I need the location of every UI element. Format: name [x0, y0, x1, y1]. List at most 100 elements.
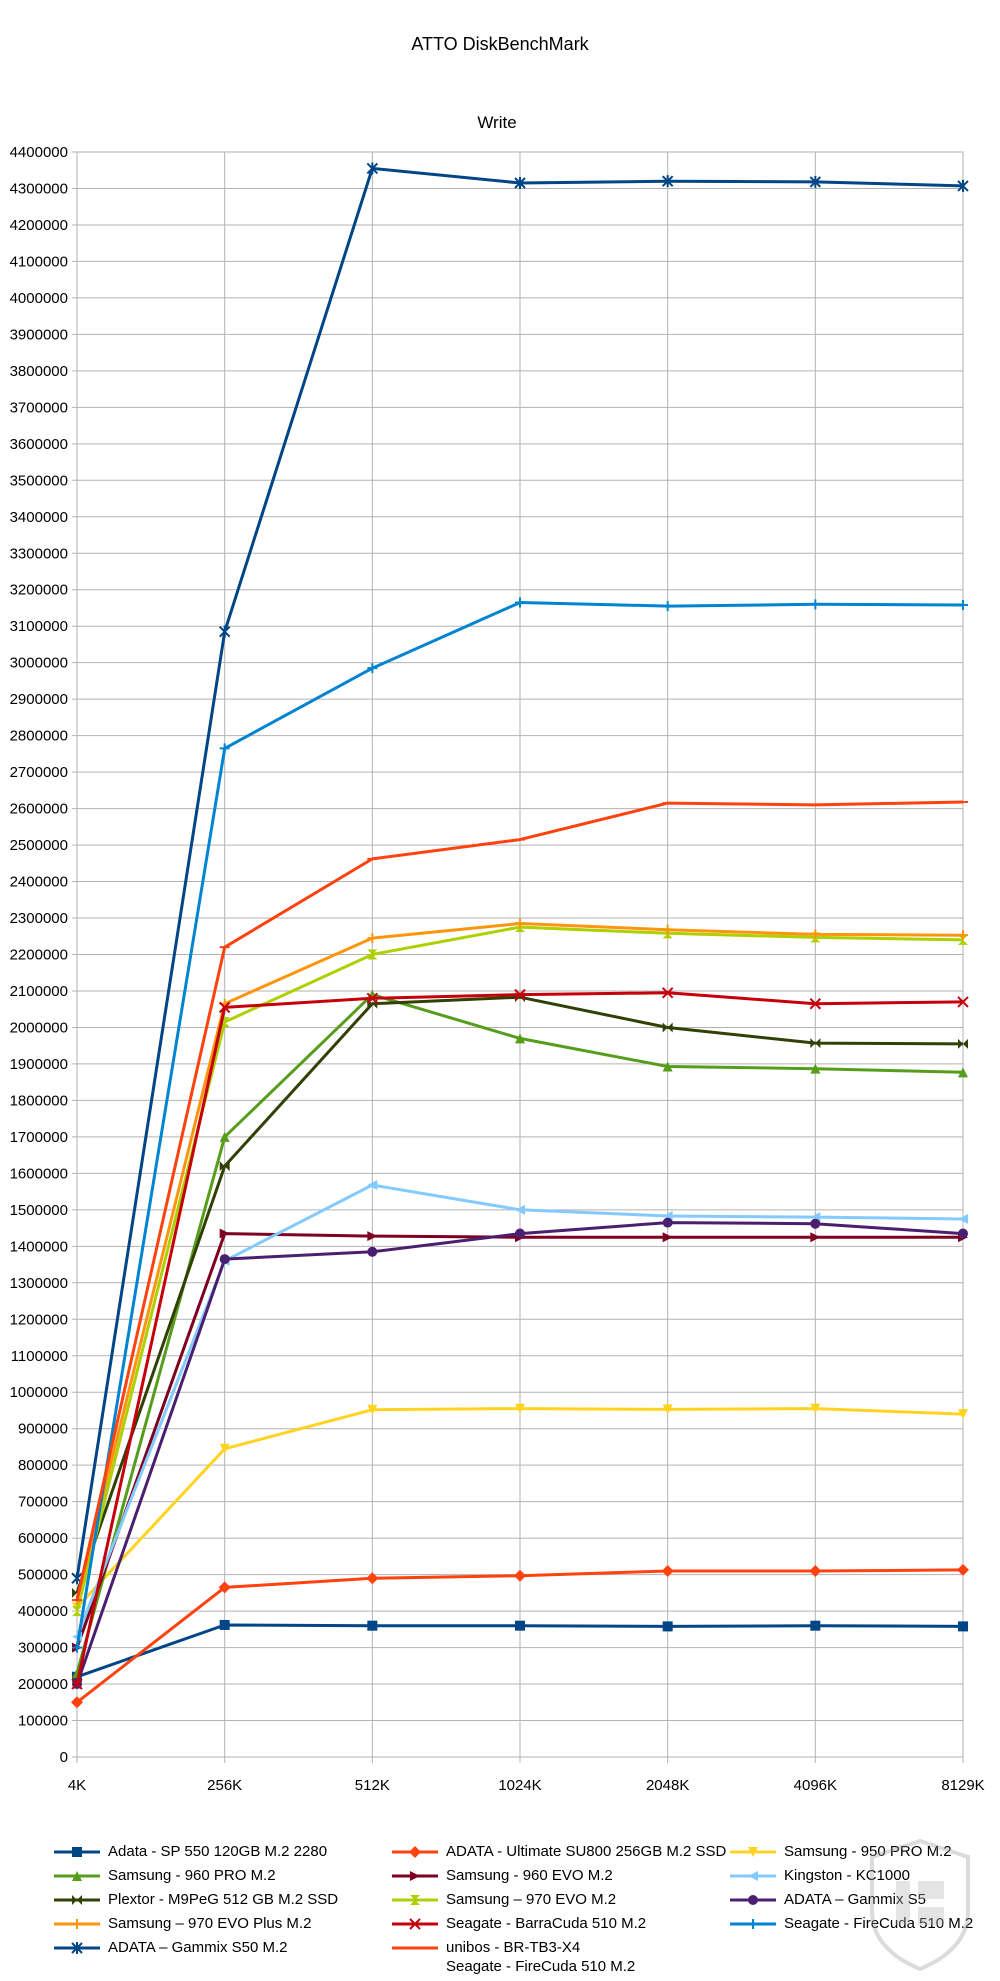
watermark-logo — [870, 1838, 970, 1972]
data-point — [367, 663, 378, 674]
y-tick-label: 4400000 — [10, 144, 68, 161]
data-point — [219, 1161, 230, 1172]
series-lines — [71, 162, 969, 1709]
legend-swatch — [392, 1918, 438, 1930]
data-point — [810, 1063, 821, 1074]
legend-swatch — [54, 1942, 100, 1954]
y-tick-label: 2900000 — [10, 691, 68, 708]
y-tick-label: 800000 — [18, 1457, 68, 1474]
legend-swatch — [730, 1919, 776, 1929]
series-14 — [72, 800, 968, 1602]
y-axis-ticks: 0 100000 200000 300000 400000 500000 600000 700… — [10, 144, 68, 1766]
legend-swatch — [730, 1895, 776, 1905]
legend-label: Samsung – 970 EVO M.2 — [446, 1891, 617, 1908]
legend-label: Samsung - 960 EVO M.2 — [446, 1867, 613, 1884]
data-point — [958, 1038, 968, 1049]
y-tick-label: 3400000 — [10, 509, 68, 526]
data-point — [958, 1213, 968, 1224]
data-point — [72, 1606, 82, 1617]
data-point — [71, 1696, 83, 1709]
chart-subtitle: Write — [477, 113, 516, 132]
y-tick-label: 3800000 — [10, 363, 68, 380]
data-point — [219, 1228, 230, 1239]
legend-item: Seagate - BarraCuda 510 M.2 — [390, 1913, 646, 1935]
data-point — [515, 1204, 525, 1215]
data-point — [367, 1620, 378, 1631]
data-point — [958, 1067, 968, 1078]
legend-label: Adata - SP 550 120GB M.2 2280 — [108, 1843, 328, 1860]
legend-item: Samsung - 960 PRO M.2 — [52, 1865, 276, 1887]
y-tick-label: 3500000 — [10, 472, 68, 489]
legend-label: Plextor - M9PeG 512 GB M.2 SSD — [108, 1891, 339, 1908]
x-tick-label: 4096K — [794, 1777, 837, 1794]
y-tick-label: 200000 — [18, 1676, 68, 1693]
y-tick-label: 3700000 — [10, 399, 68, 416]
data-point — [366, 1572, 379, 1585]
x-tick-label: 4K — [68, 1777, 86, 1794]
series-11 — [71, 987, 969, 1690]
legend-item: Samsung – 970 EVO Plus M.2 — [52, 1913, 311, 1935]
legend-item: ADATA – Gammix S5 — [728, 1889, 926, 1911]
y-tick-label: 2500000 — [10, 837, 68, 854]
y-tick-label: 2600000 — [10, 801, 68, 818]
x-axis-ticks: 4K 256K 512K 1024K 2048K 4096K 8129K — [68, 1777, 985, 1794]
legend-item: Kingston - KC1000 — [728, 1865, 910, 1887]
data-point — [957, 1563, 969, 1576]
data-point — [367, 949, 378, 960]
legend-label: unibos - BR-TB3-X4 Seagate - FireCuda 510… — [446, 1939, 636, 1975]
series-9 — [72, 1217, 968, 1690]
data-point — [515, 1403, 525, 1414]
legend-swatch — [392, 1871, 438, 1881]
data-point — [515, 1228, 525, 1239]
data-point — [809, 1564, 822, 1577]
data-point — [958, 930, 968, 941]
data-point — [72, 1642, 82, 1653]
data-point — [662, 1232, 673, 1243]
data-point — [219, 1254, 230, 1265]
data-point — [515, 597, 525, 608]
data-point — [366, 162, 379, 175]
data-point — [71, 1678, 83, 1690]
legend-label: Samsung - 960 PRO M.2 — [108, 1867, 276, 1884]
y-tick-label: 1200000 — [10, 1311, 68, 1328]
legend-item: Samsung - 960 EVO M.2 — [390, 1865, 613, 1887]
data-point — [367, 1404, 378, 1415]
data-point — [367, 933, 378, 944]
data-point — [514, 1569, 526, 1582]
y-tick-label: 2400000 — [10, 874, 68, 891]
data-point — [661, 175, 674, 188]
y-tick-label: 1600000 — [10, 1165, 68, 1182]
data-point — [809, 175, 822, 188]
legend-label: ADATA – Gammix S5 — [784, 1891, 926, 1908]
series-12 — [72, 597, 968, 1653]
y-tick-label: 400000 — [18, 1603, 68, 1620]
series-13 — [71, 162, 969, 1585]
data-point — [957, 996, 969, 1008]
y-tick-label: 1800000 — [10, 1092, 68, 1109]
data-point — [958, 1409, 968, 1420]
data-point — [662, 1404, 673, 1415]
data-point — [958, 1228, 968, 1239]
data-point — [810, 1232, 821, 1243]
data-point — [367, 1246, 378, 1257]
data-point — [218, 625, 231, 638]
y-tick-label: 4300000 — [10, 180, 68, 197]
legend-swatch — [392, 1946, 438, 1950]
grid-lines — [72, 151, 964, 1763]
legend-item: ADATA – Gammix S50 M.2 — [52, 1937, 288, 1959]
x-tick-label: 1024K — [498, 1777, 541, 1794]
y-tick-label: 1900000 — [10, 1056, 68, 1073]
y-tick-label: 600000 — [18, 1530, 68, 1547]
x-tick-label: 8129K — [941, 1777, 984, 1794]
legend-item: Seagate - FireCuda 510 M.2 — [728, 1913, 973, 1935]
y-tick-label: 100000 — [18, 1713, 68, 1730]
data-point — [367, 1180, 378, 1191]
data-point — [662, 1061, 673, 1072]
legend: Adata - SP 550 120GB M.2 2280 ADATA - Ult… — [52, 1841, 992, 1981]
data-point — [661, 987, 674, 999]
y-tick-label: 2700000 — [10, 764, 68, 781]
legend-swatch — [730, 1871, 776, 1881]
y-tick-label: 1300000 — [10, 1275, 68, 1292]
legend-swatch — [54, 1919, 100, 1929]
x-tick-label: 256K — [207, 1777, 242, 1794]
